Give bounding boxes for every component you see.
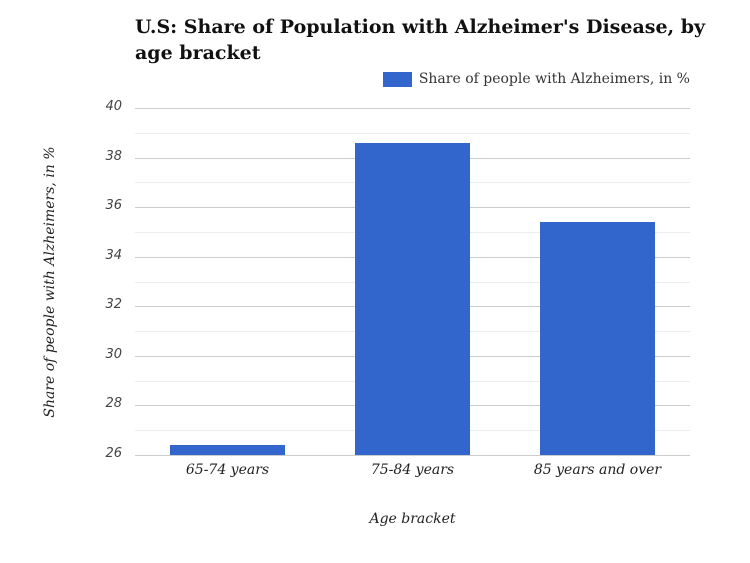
legend-label: Share of people with Alzheimers, in % (418, 71, 690, 87)
legend: Share of people with Alzheimers, in % (382, 71, 690, 87)
bar-85-years-and-over[interactable] (540, 222, 655, 455)
x-tick-label: 65-74 years (185, 462, 270, 478)
y-tick-label: 28 (105, 396, 122, 412)
y-tick-label: 32 (105, 297, 122, 313)
major-gridline (135, 108, 690, 109)
major-gridline (135, 455, 690, 456)
y-axis-label: Share of people with Alzheimers, in % (42, 146, 58, 418)
y-tick-label: 40 (105, 99, 122, 114)
chart-title: U.S: Share of Population with Alzheimer'… (135, 16, 706, 64)
y-tick-label: 34 (105, 247, 122, 263)
bar-65-74-years[interactable] (170, 445, 285, 455)
y-tick-label: 30 (105, 346, 122, 362)
y-tick-label: 38 (105, 148, 122, 164)
x-tick-label: 85 years and over (533, 462, 662, 478)
plot-area (135, 108, 690, 456)
bar-75-84-years[interactable] (355, 142, 470, 455)
x-axis-label: Age bracket (369, 511, 456, 527)
x-tick-label: 75-84 years (370, 462, 455, 478)
legend-swatch (382, 71, 412, 87)
y-tick-label: 36 (105, 198, 122, 214)
y-tick-label: 26 (105, 446, 122, 461)
minor-gridline (135, 133, 690, 134)
